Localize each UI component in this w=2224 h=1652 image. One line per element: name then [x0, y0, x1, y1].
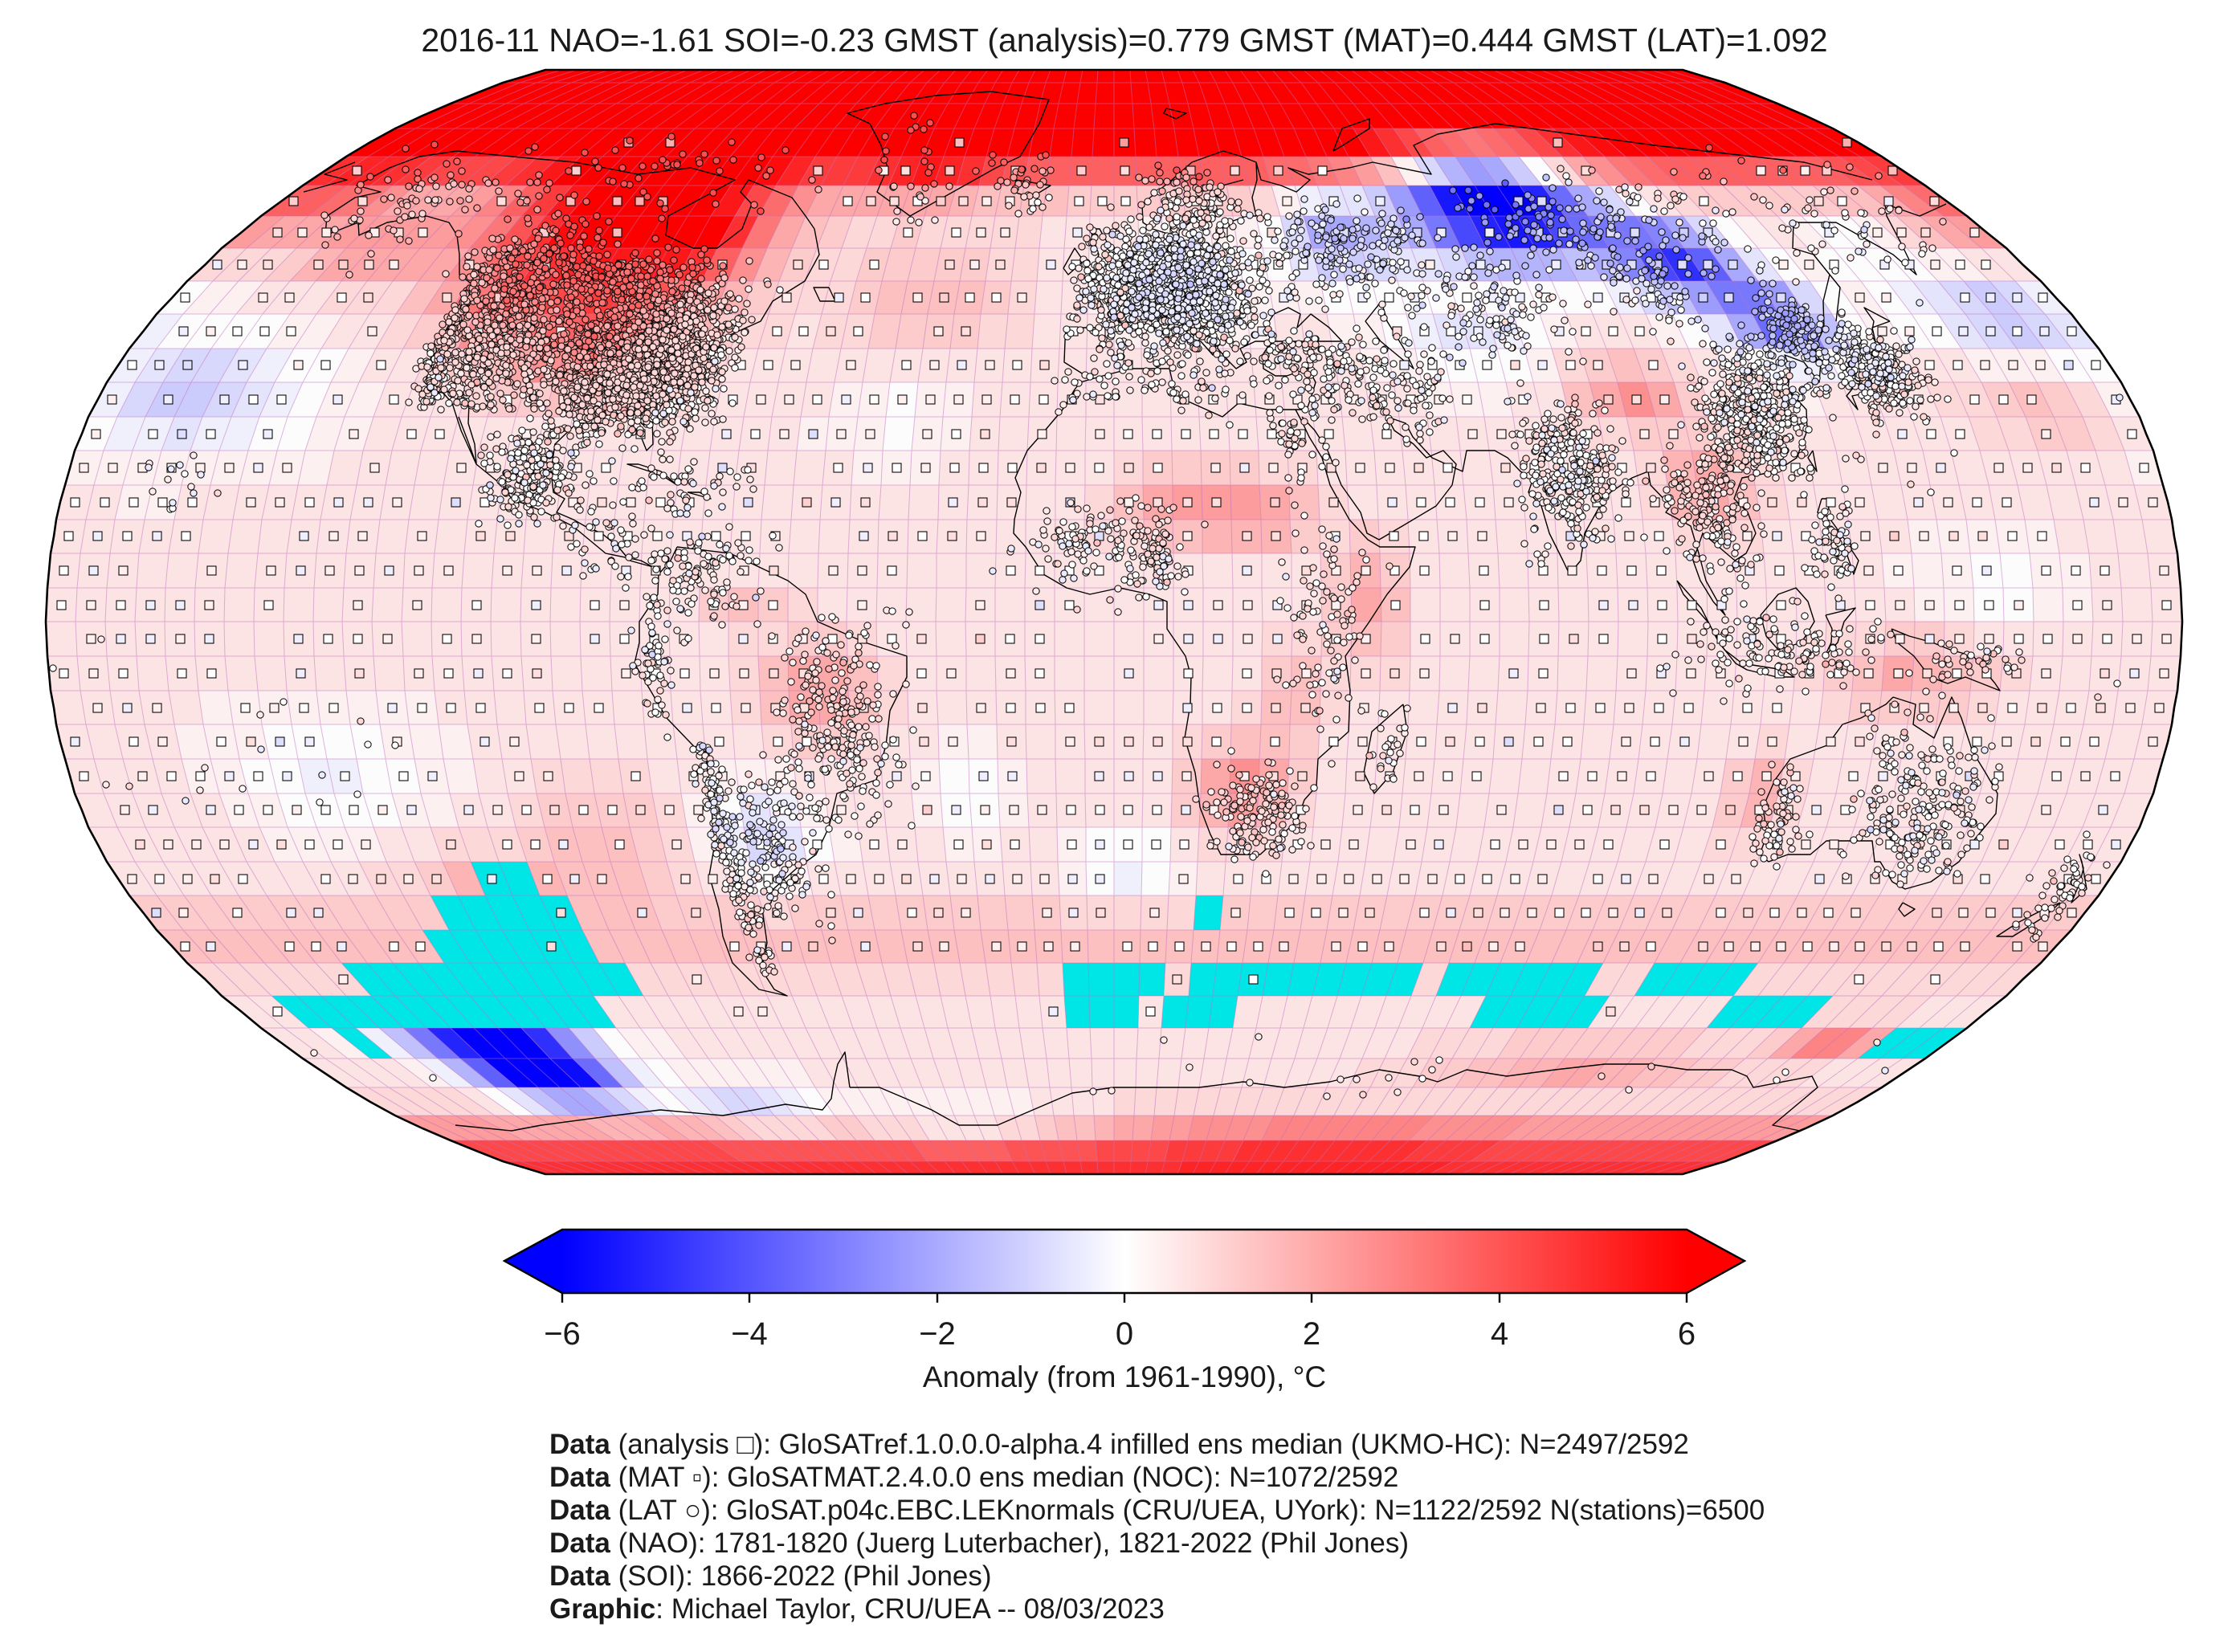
svg-text:Data (SOI): 1866-2022 (Phil Jo: Data (SOI): 1866-2022 (Phil Jones) — [549, 1560, 992, 1592]
svg-text:Anomaly (from 1961-1990), °C: Anomaly (from 1961-1990), °C — [923, 1360, 1326, 1393]
svg-text:Graphic: Michael Taylor, CRU/U: Graphic: Michael Taylor, CRU/UEA -- 08/0… — [549, 1593, 1165, 1625]
svg-text:−4: −4 — [731, 1316, 768, 1352]
svg-text:Data (analysis □): GloSATref.1: Data (analysis □): GloSATref.1.0.0.0-alp… — [549, 1429, 1689, 1460]
svg-text:0: 0 — [1116, 1316, 1133, 1352]
svg-text:Data (LAT ○): GloSAT.p04c.EBC.: Data (LAT ○): GloSAT.p04c.EBC.LEKnormals… — [549, 1495, 1765, 1526]
svg-text:Data (NAO): 1781-1820 (Juerg L: Data (NAO): 1781-1820 (Juerg Luterbacher… — [549, 1528, 1409, 1559]
svg-text:6: 6 — [1678, 1316, 1696, 1352]
svg-text:4: 4 — [1491, 1316, 1508, 1352]
svg-text:−2: −2 — [919, 1316, 956, 1352]
svg-text:2016-11 NAO=-1.61 SOI=-0.23 GM: 2016-11 NAO=-1.61 SOI=-0.23 GMST (analys… — [421, 22, 1827, 59]
svg-text:2: 2 — [1303, 1316, 1320, 1352]
svg-text:−6: −6 — [544, 1316, 581, 1352]
svg-text:Data (MAT ▫): GloSATMAT.2.4.0.: Data (MAT ▫): GloSATMAT.2.4.0.0 ens medi… — [549, 1462, 1398, 1493]
